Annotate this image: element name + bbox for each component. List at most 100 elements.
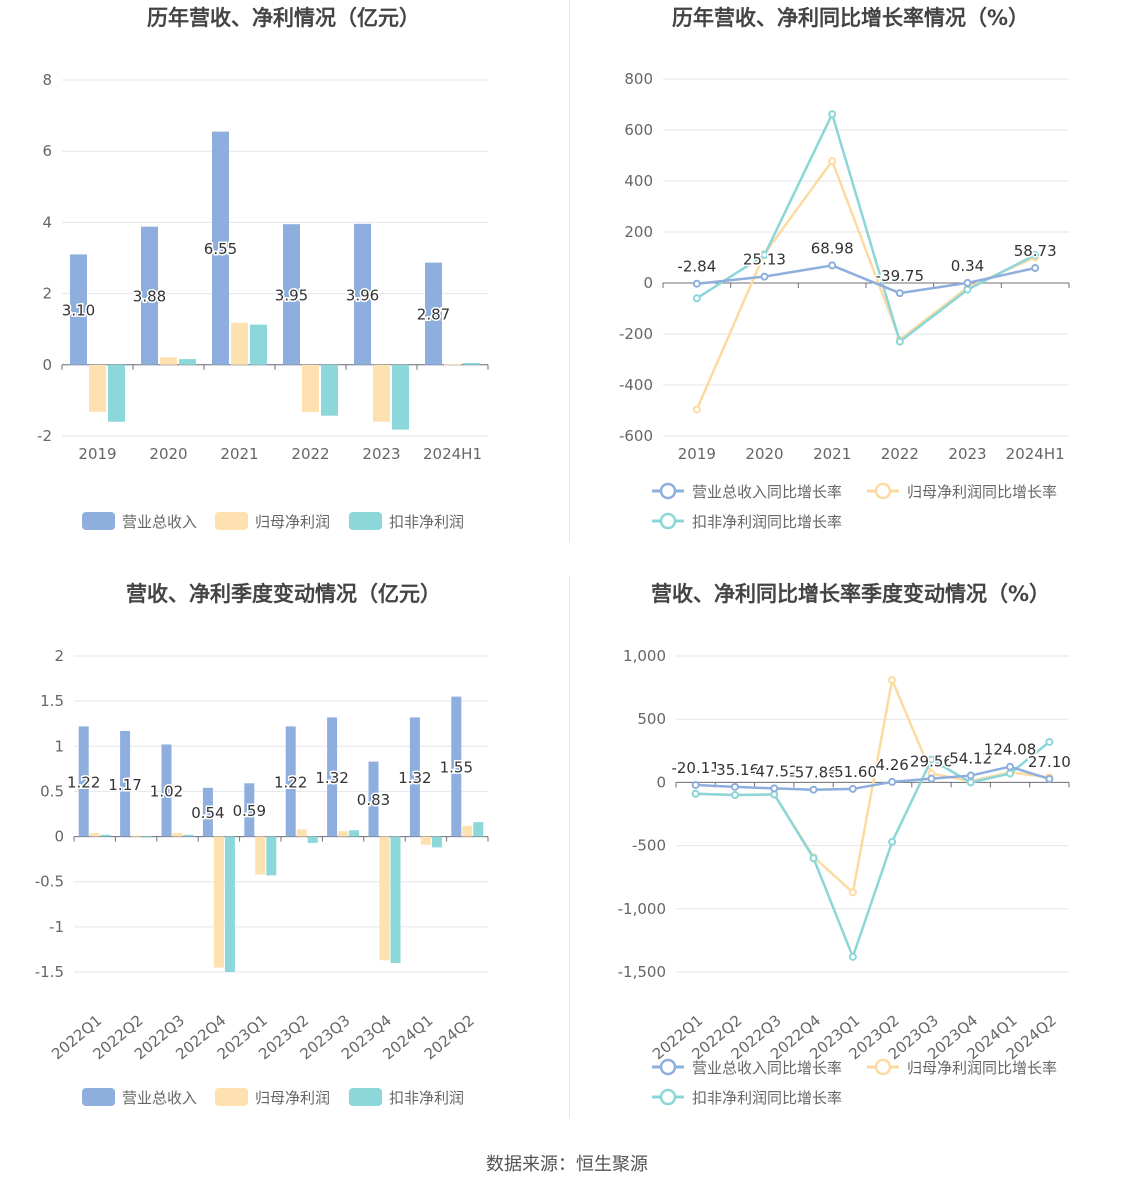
vertical-divider-bottom <box>569 576 570 1118</box>
annual-growth-chart: -600 -400 -200 0 200 400 600 800 2019 2020 2021 202… <box>619 70 1070 531</box>
point-3-2022Q2 <box>730 791 739 800</box>
point-3-2023Q4 <box>966 778 975 787</box>
data-label-revenue-2022Q1: 1.22 <box>67 773 100 791</box>
y-tick-label: 600 <box>624 121 653 139</box>
legend-label-1: 营业总收入同比增长率 <box>692 483 842 501</box>
y-tick-label: 200 <box>624 223 653 241</box>
x-tick-label: 2023 <box>948 445 986 463</box>
quarter-growth-title: 营收、净利同比增长率季度变动情况（%） <box>650 582 1051 606</box>
bar-3-2022Q4 <box>224 836 235 972</box>
point-1-2022Q3 <box>770 784 779 793</box>
bar-2-2023Q1 <box>255 836 266 875</box>
bar-3-2021 <box>250 324 267 365</box>
bar-2-2024Q2 <box>462 825 473 837</box>
bar-1-2022Q3 <box>161 744 172 837</box>
point-1-2023Q3 <box>927 774 936 783</box>
legend-label-2: 归母净利润 <box>255 513 330 531</box>
legend-label-1: 营业总收入 <box>122 1089 197 1107</box>
point-1-2022Q1 <box>691 780 700 789</box>
point-1-2023Q1 <box>848 784 857 793</box>
legend-label-3: 扣非净利润同比增长率 <box>692 513 842 531</box>
y-tick-label: 2 <box>42 285 52 303</box>
point-2-2019 <box>692 405 701 414</box>
legend-swatch-1 <box>82 512 115 530</box>
bar-1-2023Q2 <box>285 726 296 837</box>
bar-2-2022 <box>302 364 319 413</box>
legend-marker-2 <box>874 1058 892 1076</box>
y-tick-label: 1 <box>54 737 64 755</box>
point-3-2021 <box>828 110 837 119</box>
data-label-revenue-growth-2022Q4: -57.86 <box>789 764 837 782</box>
bar-1-2021 <box>212 131 229 365</box>
point-3-2022Q4 <box>809 854 818 863</box>
point-3-2022Q1 <box>691 789 700 798</box>
legend-label-2: 归母净利润同比增长率 <box>907 1059 1057 1077</box>
x-tick-label: 2020 <box>149 445 187 463</box>
data-label-revenue-2022Q3: 1.02 <box>150 783 183 801</box>
y-tick-label: -400 <box>619 376 653 394</box>
bar-1-2023Q1 <box>244 783 255 837</box>
bar-3-2019 <box>108 364 125 422</box>
y-tick-label: -1.5 <box>35 963 64 981</box>
legend-swatch-3 <box>349 1088 382 1106</box>
data-label-revenue-2024Q1: 1.32 <box>398 769 431 787</box>
quarter-growth-panel: -1,500 -1,000 -500 0 500 1,000 2022Q1 2022Q2 202… <box>567 576 1134 1152</box>
data-label-revenue-growth-2022Q1: -20.11 <box>671 759 719 777</box>
bar-2-2023Q3 <box>338 831 349 837</box>
bar-2-2022Q1 <box>89 832 100 837</box>
bar-2-2024H1 <box>444 364 461 366</box>
point-1-2022Q2 <box>730 782 739 791</box>
point-3-2019 <box>692 294 701 303</box>
y-tick-label: 1.5 <box>40 692 64 710</box>
data-label-revenue-2021: 6.55 <box>204 240 237 258</box>
bar-3-2022Q2 <box>142 836 153 838</box>
legend-label-1: 营业总收入 <box>122 513 197 531</box>
bar-2-2020 <box>160 357 177 365</box>
data-label-revenue-2022Q2: 1.17 <box>108 776 141 794</box>
bar-2-2022Q4 <box>213 836 224 968</box>
x-tick-label: 2022 <box>291 445 329 463</box>
bar-3-2023 <box>392 364 409 430</box>
y-tick-label: 0 <box>42 356 52 374</box>
point-1-2024Q2 <box>1045 774 1054 783</box>
legend-marker-1 <box>659 482 677 500</box>
legend-swatch-2 <box>215 1088 248 1106</box>
x-tick-label: 2023 <box>362 445 400 463</box>
data-label-revenue-growth-2022: -39.75 <box>876 267 924 285</box>
x-tick-label: 2022 <box>881 445 919 463</box>
y-tick-label: -1,500 <box>618 963 666 981</box>
legend-swatch-2 <box>215 512 248 530</box>
bar-3-2023Q4 <box>390 836 401 963</box>
annual-bar-panel: -2 0 2 4 6 8 2019 2020 2021 2022 2023 2024H1 3.10 3.8… <box>0 0 567 576</box>
point-1-2019 <box>692 279 701 288</box>
legend-label-2: 归母净利润同比增长率 <box>907 483 1057 501</box>
data-label-revenue-growth-2020: 25.13 <box>743 251 786 269</box>
x-tick-label: 2021 <box>813 445 851 463</box>
point-1-2023Q4 <box>966 771 975 780</box>
y-tick-label: 8 <box>42 71 52 89</box>
x-tick-label: 2019 <box>78 445 116 463</box>
annual-growth-title: 历年营收、净利同比增长率情况（%） <box>671 6 1030 30</box>
bar-1-2022Q2 <box>120 730 131 837</box>
y-tick-label: 0.5 <box>40 782 64 800</box>
x-tick-label: 2020 <box>745 445 783 463</box>
data-label-revenue-growth-2019: -2.84 <box>677 258 716 276</box>
data-label-revenue-growth-2023Q2: 4.26 <box>875 756 908 774</box>
y-tick-label: 1,000 <box>623 647 666 665</box>
data-label-revenue-2022: 3.95 <box>275 286 308 304</box>
point-1-2024Q1 <box>1006 762 1015 771</box>
data-label-revenue-growth-2021: 68.98 <box>811 239 854 257</box>
legend-label-3: 扣非净利润 <box>389 513 464 531</box>
bar-1-2024H1 <box>425 262 442 365</box>
bar-2-2024Q1 <box>420 836 431 845</box>
data-label-revenue-growth-2023Q4: 54.12 <box>949 750 992 768</box>
point-2-2023Q1 <box>848 888 857 897</box>
point-1-2023 <box>963 278 972 287</box>
y-tick-label: 6 <box>42 142 52 160</box>
quarter-bar-chart: -1.5-1-0.500.511.522022Q12022Q22022Q3202… <box>35 647 489 1107</box>
bar-3-2022Q1 <box>100 834 111 837</box>
bar-3-2020 <box>179 359 196 365</box>
bar-1-2023 <box>354 223 371 365</box>
y-tick-label: 0 <box>54 828 64 846</box>
legend-marker-3 <box>659 512 677 530</box>
